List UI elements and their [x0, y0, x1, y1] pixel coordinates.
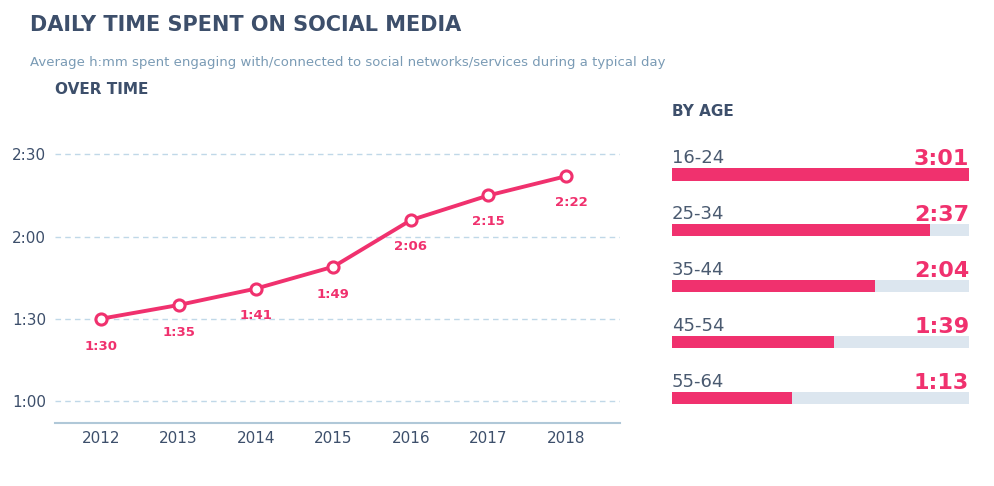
Bar	[672, 168, 969, 181]
Text: DAILY TIME SPENT ON SOCIAL MEDIA: DAILY TIME SPENT ON SOCIAL MEDIA	[30, 15, 461, 35]
Text: 1:35: 1:35	[162, 326, 195, 339]
Text: 1:39: 1:39	[914, 317, 969, 337]
Text: 2:37: 2:37	[914, 205, 969, 225]
Text: OVER TIME: OVER TIME	[55, 83, 148, 97]
Bar	[672, 224, 969, 237]
Text: 45-54: 45-54	[672, 317, 725, 335]
Bar	[672, 392, 791, 404]
Text: 55-64: 55-64	[672, 373, 724, 391]
Text: 1:30: 1:30	[84, 340, 117, 352]
Bar	[672, 392, 969, 404]
Text: 1:49: 1:49	[317, 288, 350, 300]
Text: 1:41: 1:41	[240, 310, 272, 322]
Bar	[672, 168, 969, 181]
Text: 3:01: 3:01	[913, 149, 969, 170]
Text: 2:22: 2:22	[555, 196, 587, 208]
Text: 35-44: 35-44	[672, 261, 725, 279]
Text: 2:06: 2:06	[395, 240, 427, 253]
Text: 1:13: 1:13	[913, 373, 969, 393]
Text: 2:04: 2:04	[913, 261, 969, 281]
Text: Average h:mm spent engaging with/connected to social networks/services during a : Average h:mm spent engaging with/connect…	[30, 56, 665, 69]
Text: 16-24: 16-24	[672, 149, 724, 167]
Bar	[672, 336, 834, 348]
Text: BY AGE: BY AGE	[672, 104, 734, 119]
Text: 2:15: 2:15	[472, 215, 505, 228]
Bar	[672, 224, 929, 237]
Bar	[672, 336, 969, 348]
Bar	[672, 280, 876, 292]
Text: 25-34: 25-34	[672, 205, 725, 223]
Bar	[672, 280, 969, 292]
